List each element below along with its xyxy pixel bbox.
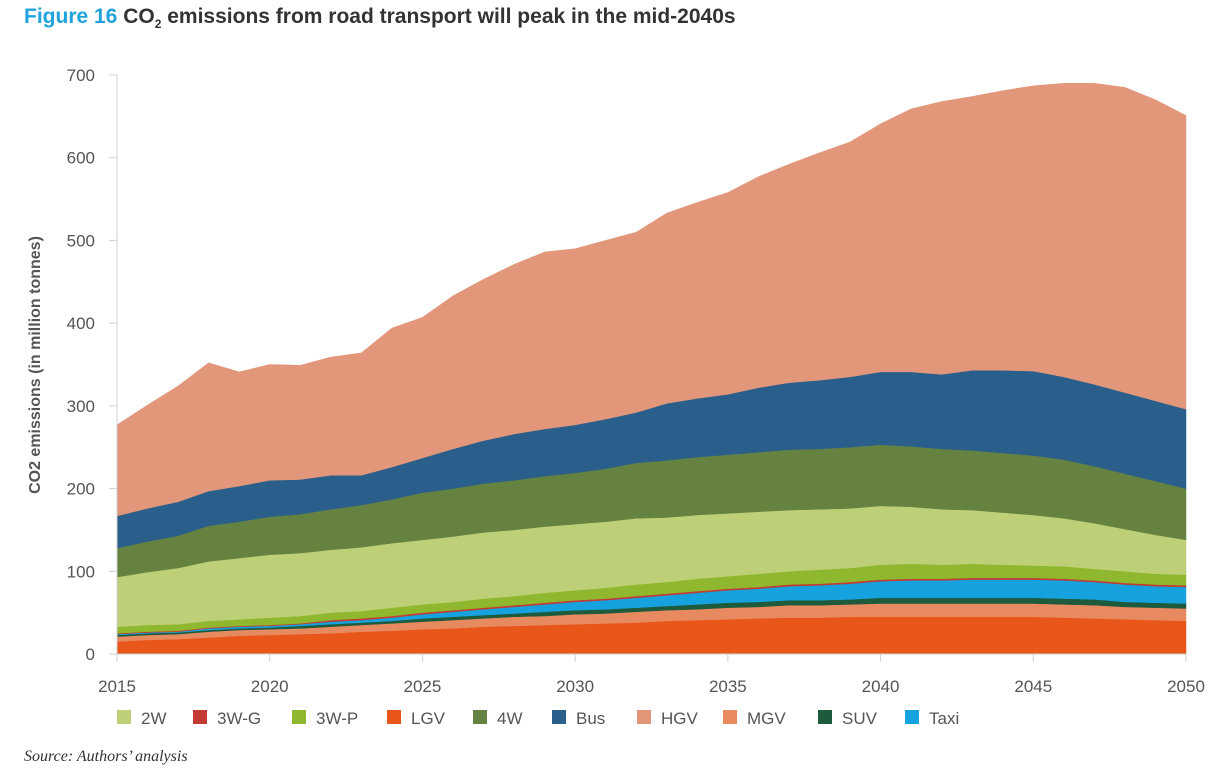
legend-item-2w: 2W	[117, 709, 167, 728]
y-tick-label: 400	[67, 314, 95, 333]
legend-item-3w-g: 3W-G	[193, 709, 261, 728]
area-hgv	[116, 83, 1187, 517]
x-tick-label: 2025	[404, 677, 442, 696]
legend-label: Bus	[576, 709, 605, 728]
legend-swatch	[552, 710, 566, 724]
legend-swatch	[193, 710, 207, 724]
legend-label: 4W	[497, 709, 523, 728]
legend-swatch	[637, 710, 651, 724]
figure-number: Figure 16	[24, 5, 118, 28]
title-text-before: CO	[117, 5, 155, 28]
x-tick-label: 2015	[98, 677, 136, 696]
y-tick-label: 700	[67, 66, 95, 85]
y-tick-label: 0	[86, 645, 95, 664]
legend-item-lgv: LGV	[387, 709, 446, 728]
y-tick-label: 300	[67, 397, 95, 416]
x-tick-label: 2045	[1014, 677, 1052, 696]
x-tick-label: 2040	[862, 677, 900, 696]
x-tick-label: 2035	[709, 677, 747, 696]
legend-label: MGV	[747, 709, 786, 728]
legend-item-hgv: HGV	[637, 709, 699, 728]
legend-swatch	[473, 710, 487, 724]
legend-swatch	[818, 710, 832, 724]
legend-item-3w-p: 3W-P	[292, 709, 358, 728]
y-tick-label: 100	[67, 562, 95, 581]
x-tick-label: 2030	[556, 677, 594, 696]
y-axis-title: CO2 emissions (in million tonnes)	[27, 236, 44, 494]
y-tick-label: 200	[67, 480, 95, 499]
y-axis-ticks: 0 100 200 300 400 500 600 700	[67, 66, 117, 664]
legend-label: SUV	[842, 709, 878, 728]
legend-swatch	[292, 710, 306, 724]
title-text-after: emissions from road transport will peak …	[161, 5, 736, 28]
source-note: Source: Authors’ analysis	[24, 748, 188, 765]
x-tick-label: 2020	[251, 677, 289, 696]
legend-swatch	[387, 710, 401, 724]
legend-item-mgv: MGV	[723, 709, 786, 728]
x-tick-label: 2050	[1167, 677, 1205, 696]
legend-label: 3W-P	[316, 709, 358, 728]
legend-swatch	[723, 710, 737, 724]
area-layers	[116, 83, 1187, 655]
y-tick-label: 600	[67, 149, 95, 168]
legend-label: LGV	[411, 709, 446, 728]
y-tick-label: 500	[67, 231, 95, 250]
chart-title: Figure 16 CO2 emissions from road transp…	[24, 5, 736, 31]
title-subscript: 2	[154, 17, 162, 32]
legend: 2W 3W-G 3W-P LGV 4W Bus HGV MGV SUV Taxi	[117, 709, 959, 728]
x-axis-ticks: 2015 2020 2025 2030 2035 2040 2045 2050	[98, 654, 1205, 696]
legend-label: Taxi	[929, 709, 959, 728]
legend-item-bus: Bus	[552, 709, 605, 728]
legend-label: 3W-G	[217, 709, 261, 728]
legend-label: 2W	[141, 709, 167, 728]
legend-item-taxi: Taxi	[905, 709, 959, 728]
legend-swatch	[905, 710, 919, 724]
legend-item-4w: 4W	[473, 709, 523, 728]
legend-label: HGV	[661, 709, 699, 728]
legend-swatch	[117, 710, 131, 724]
legend-item-suv: SUV	[818, 709, 878, 728]
